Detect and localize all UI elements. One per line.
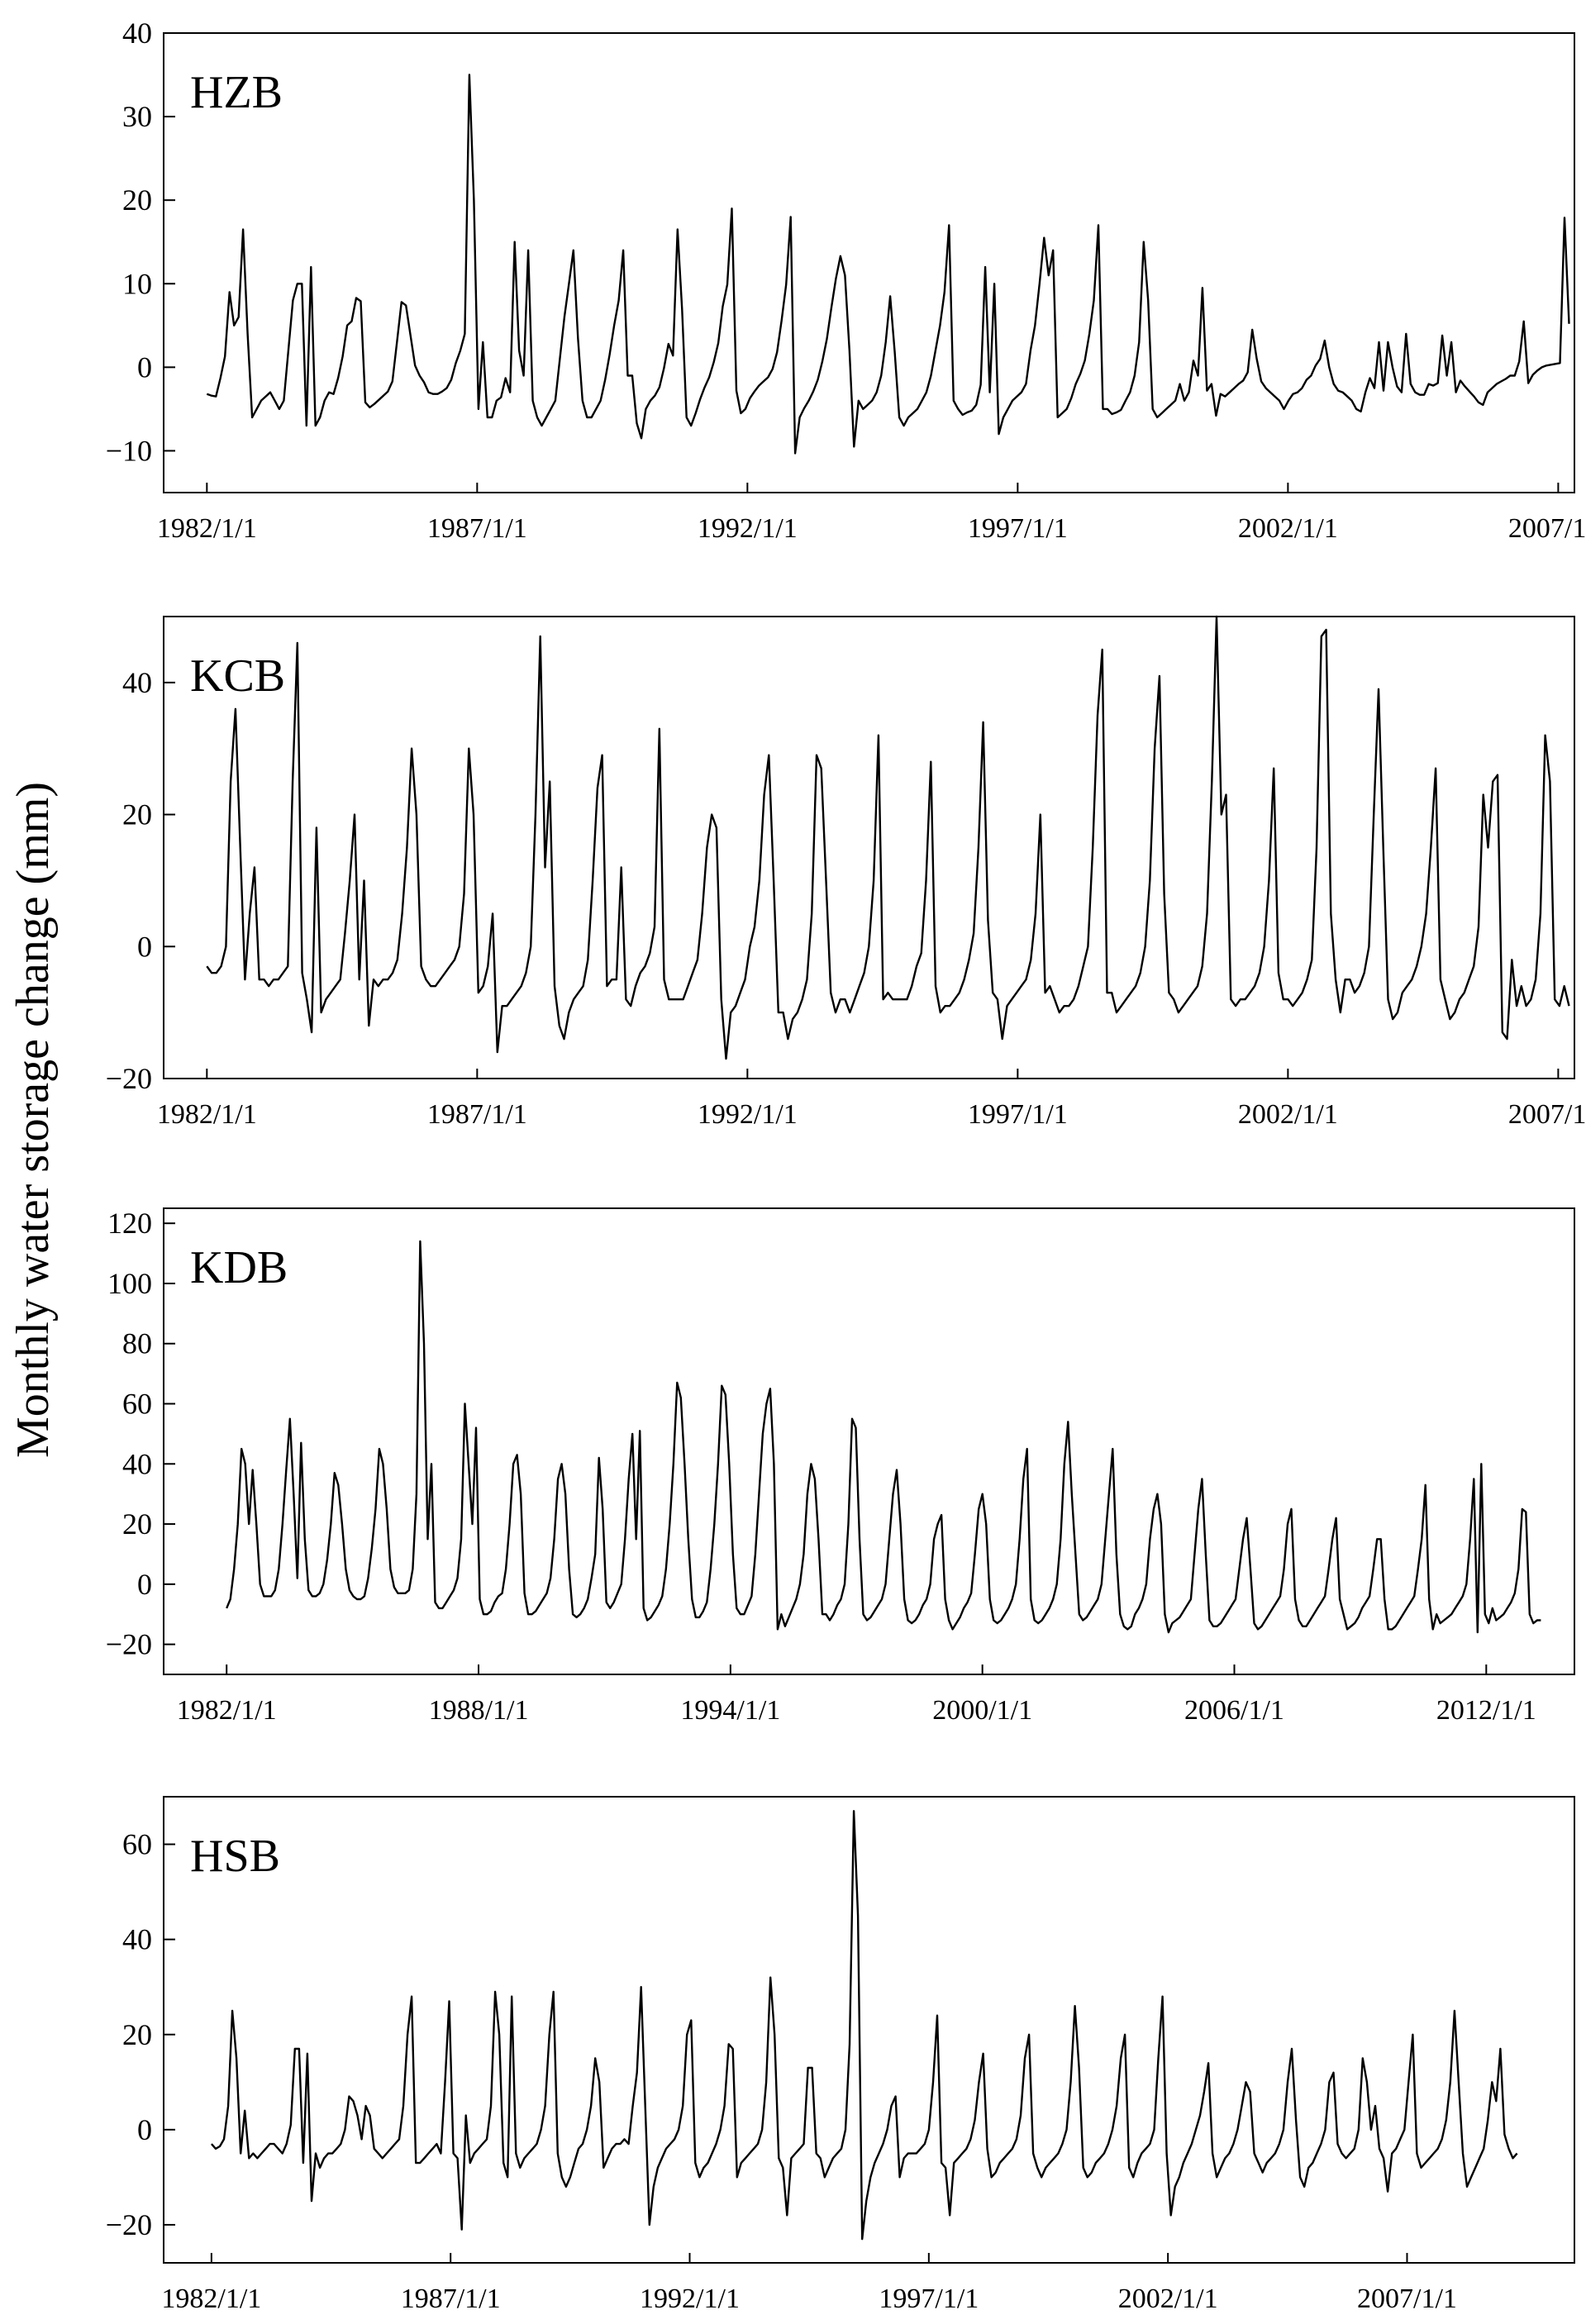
y-tick-label: 0 xyxy=(137,1568,152,1601)
x-tick-label: 1987/1/1 xyxy=(427,1099,527,1130)
series-line-kdb xyxy=(226,1240,1541,1634)
y-tick-label: 40 xyxy=(122,1447,152,1480)
panel-label: KDB xyxy=(190,1242,288,1293)
x-tick-label: 2002/1/1 xyxy=(1238,513,1338,544)
plot-frame xyxy=(163,1207,1575,1675)
panel-label: KCB xyxy=(190,650,285,702)
x-tick-label: 1982/1/1 xyxy=(157,1099,257,1130)
series-line-hzb xyxy=(206,74,1570,455)
y-tick-label: 100 xyxy=(107,1267,152,1300)
y-tick-label: 60 xyxy=(122,1388,152,1421)
panel-kcb: −20 0 20 40 1982/1/1 1987/1/1 1992/1/1 1997/1/1… xyxy=(106,615,1586,1130)
y-tick-label: 20 xyxy=(122,1507,152,1541)
x-tick-label: 1987/1/1 xyxy=(401,2284,501,2314)
x-tick-label: 1982/1/1 xyxy=(157,513,257,544)
x-tick-label: 2012/1/1 xyxy=(1436,1695,1536,1726)
x-tick-label: 2007/1/1 xyxy=(1508,513,1586,544)
x-tick-label: 1982/1/1 xyxy=(177,1695,277,1726)
x-tick-label: 2006/1/1 xyxy=(1184,1695,1284,1726)
plot-frame xyxy=(163,616,1575,1079)
x-tick-label: 1992/1/1 xyxy=(698,513,798,544)
panel-label: HSB xyxy=(190,1831,280,1882)
plot-frame xyxy=(163,1796,1575,2264)
y-tick-label: 60 xyxy=(122,1828,152,1861)
y-tick-label: 0 xyxy=(137,930,152,963)
y-tick-label: 30 xyxy=(122,100,152,133)
plot-frame xyxy=(163,32,1575,493)
x-tick-label: 1994/1/1 xyxy=(680,1695,780,1726)
x-tick-label: 1992/1/1 xyxy=(640,2284,740,2314)
x-tick-label: 1997/1/1 xyxy=(879,2284,979,2314)
series-line-hsb xyxy=(210,1810,1518,2241)
y-tick-label: −10 xyxy=(106,434,152,467)
x-tick-label: 1988/1/1 xyxy=(429,1695,529,1726)
y-tick-label: −20 xyxy=(106,1062,152,1095)
y-tick-label: −20 xyxy=(106,1628,152,1661)
y-tick-label: 40 xyxy=(122,1923,152,1956)
panel-hzb: −10 0 10 20 30 40 1982/1/1 1987/1/1 1992/1/1 1997… xyxy=(106,17,1586,544)
panel-hsb: −20 0 20 40 60 1982/1/1 1987/1/1 1992/1/1 1997/1… xyxy=(106,1796,1575,2314)
y-tick-label: 20 xyxy=(122,798,152,831)
x-tick-label: 2002/1/1 xyxy=(1118,2284,1218,2314)
x-tick-label: 2002/1/1 xyxy=(1238,1099,1338,1130)
x-tick-label: 1997/1/1 xyxy=(968,513,1068,544)
y-tick-label: 40 xyxy=(122,666,152,699)
y-tick-label: −20 xyxy=(106,2208,152,2241)
x-tick-label: 2007/1/1 xyxy=(1508,1099,1586,1130)
y-tick-label: 20 xyxy=(122,2018,152,2051)
x-tick-label: 2007/1/1 xyxy=(1357,2284,1457,2314)
y-tick-label: 20 xyxy=(122,183,152,217)
x-tick-label: 2000/1/1 xyxy=(932,1695,1032,1726)
x-tick-label: 1997/1/1 xyxy=(968,1099,1068,1130)
panel-kdb: −20 0 20 40 60 80 100 120 1982/1/1 1988/1/1 1994/1… xyxy=(106,1207,1575,1726)
series-line-kcb xyxy=(206,615,1570,1060)
y-tick-label: 40 xyxy=(122,17,152,50)
y-tick-label: 0 xyxy=(137,2113,152,2146)
y-tick-label: 120 xyxy=(107,1207,152,1240)
x-tick-label: 1982/1/1 xyxy=(161,2284,261,2314)
y-tick-label: 10 xyxy=(122,267,152,300)
x-tick-label: 1992/1/1 xyxy=(698,1099,798,1130)
y-tick-label: 0 xyxy=(137,350,152,383)
y-axis-title: Monthly water storage change (mm) xyxy=(7,782,59,1458)
panel-label: HZB xyxy=(190,67,283,118)
y-tick-label: 80 xyxy=(122,1327,152,1360)
x-tick-label: 1987/1/1 xyxy=(427,513,527,544)
